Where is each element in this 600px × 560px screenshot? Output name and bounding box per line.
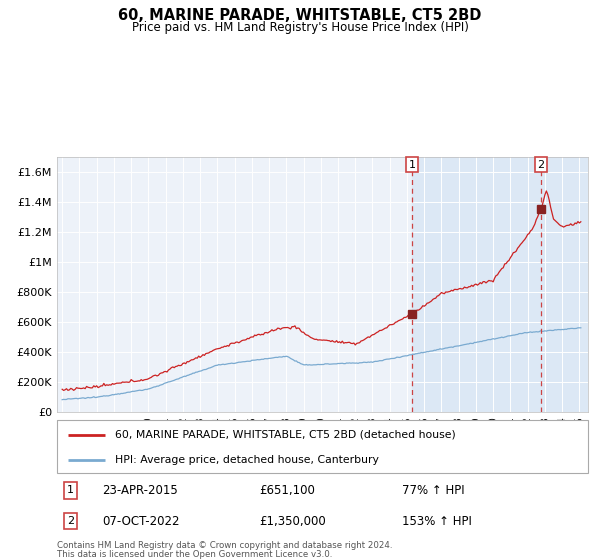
- Text: 77% ↑ HPI: 77% ↑ HPI: [402, 484, 465, 497]
- Text: £1,350,000: £1,350,000: [259, 515, 326, 528]
- Text: 60, MARINE PARADE, WHITSTABLE, CT5 2BD (detached house): 60, MARINE PARADE, WHITSTABLE, CT5 2BD (…: [115, 430, 456, 440]
- Text: 2: 2: [538, 160, 544, 170]
- Text: 1: 1: [67, 486, 74, 496]
- Bar: [412, 157, 588, 412]
- FancyBboxPatch shape: [57, 420, 588, 473]
- Text: Price paid vs. HM Land Registry's House Price Index (HPI): Price paid vs. HM Land Registry's House …: [131, 21, 469, 34]
- Text: Contains HM Land Registry data © Crown copyright and database right 2024.: Contains HM Land Registry data © Crown c…: [57, 541, 392, 550]
- Text: 153% ↑ HPI: 153% ↑ HPI: [402, 515, 472, 528]
- Text: HPI: Average price, detached house, Canterbury: HPI: Average price, detached house, Cant…: [115, 455, 379, 465]
- Text: 07-OCT-2022: 07-OCT-2022: [102, 515, 179, 528]
- Text: 2: 2: [67, 516, 74, 526]
- Text: 23-APR-2015: 23-APR-2015: [102, 484, 178, 497]
- Text: 1: 1: [409, 160, 416, 170]
- Text: £651,100: £651,100: [259, 484, 314, 497]
- Text: This data is licensed under the Open Government Licence v3.0.: This data is licensed under the Open Gov…: [57, 550, 332, 559]
- Text: 60, MARINE PARADE, WHITSTABLE, CT5 2BD: 60, MARINE PARADE, WHITSTABLE, CT5 2BD: [118, 8, 482, 24]
